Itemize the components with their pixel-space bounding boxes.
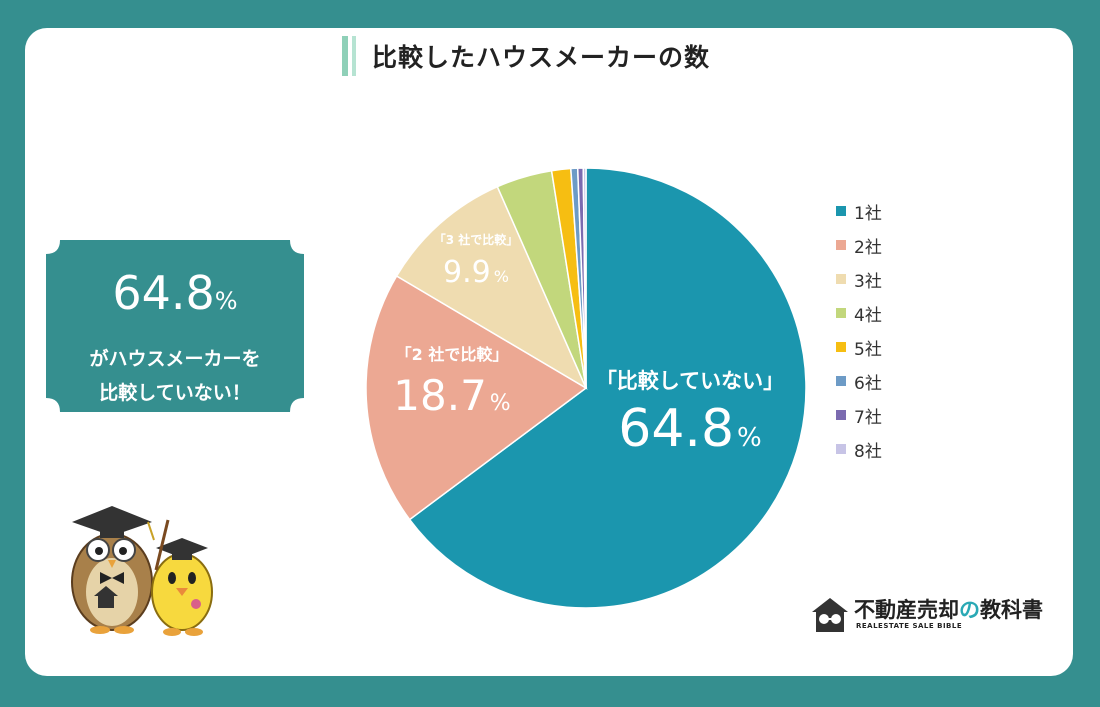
callout-line-2: 比較していない！: [99, 382, 251, 404]
legend-label: 3社: [854, 271, 882, 292]
legend-swatch: [836, 206, 846, 216]
legend-label: 4社: [854, 305, 882, 326]
legend-swatch: [836, 308, 846, 318]
pie-slice-2: [365, 274, 588, 521]
legend-item-5: 5社: [836, 330, 882, 364]
brand-name-no: の: [959, 598, 980, 622]
slice-label-unit-1: %: [737, 423, 762, 453]
brand-name-part2: 教科書: [980, 598, 1043, 622]
legend-swatch: [836, 240, 846, 250]
legend-swatch: [836, 274, 846, 284]
slice-label-unit-3: %: [494, 267, 509, 286]
pie-slice-8: [582, 167, 587, 389]
legend-item-7: 7社: [836, 398, 882, 432]
callout-line-1: がハウスメーカーを: [89, 348, 261, 370]
legend-swatch: [836, 444, 846, 454]
legend-item-4: 4社: [836, 296, 882, 330]
highlight-callout: 64.8% がハウスメーカーを 比較していない！: [46, 240, 304, 412]
legend-label: 1社: [854, 203, 882, 224]
mascot-illustration: [71, 506, 213, 636]
brand-name: 不動産売却の教科書: [854, 594, 1043, 624]
legend-item-6: 6社: [836, 364, 882, 398]
legend-label: 5社: [854, 339, 882, 360]
legend-swatch: [836, 376, 846, 386]
callout-badge-shape: [46, 240, 304, 412]
pie-slice-3: [395, 185, 588, 390]
callout-percentage: 64.8%: [46, 266, 304, 320]
title-accent-light: [352, 36, 356, 76]
house-glasses-icon: [812, 598, 848, 632]
legend-item-2: 2社: [836, 228, 882, 262]
legend-label: 2社: [854, 237, 882, 258]
callout-unit: %: [214, 287, 238, 315]
brand-subtitle: REALESTATE SALE BIBLE: [856, 622, 963, 630]
brand-logo: 不動産売却の教科書 REALESTATE SALE BIBLE: [810, 594, 1050, 634]
pie-slice-1: [408, 167, 807, 609]
legend-swatch: [836, 410, 846, 420]
slice-label-caption-3: 「3 社で比較」: [434, 232, 519, 247]
slice-label-caption-1: 「比較していない」: [596, 369, 784, 393]
legend-swatch: [836, 342, 846, 352]
legend-item-1: 1社: [836, 194, 882, 228]
chart-legend: 1社 2社 3社 4社 5社 6社 7社 8社: [836, 194, 882, 466]
legend-item-8: 8社: [836, 432, 882, 466]
brand-name-part1: 不動産売却: [854, 598, 959, 622]
legend-label: 8社: [854, 441, 882, 462]
legend-item-3: 3社: [836, 262, 882, 296]
slice-label-unit-2: %: [490, 391, 511, 416]
chart-title: 比較したハウスメーカーの数: [372, 43, 711, 72]
legend-label: 6社: [854, 373, 882, 394]
legend-label: 7社: [854, 407, 882, 428]
title-accent: [342, 36, 348, 76]
slice-label-caption-2: 「2 社で比較」: [396, 345, 509, 364]
callout-number: 64.8: [112, 266, 215, 320]
